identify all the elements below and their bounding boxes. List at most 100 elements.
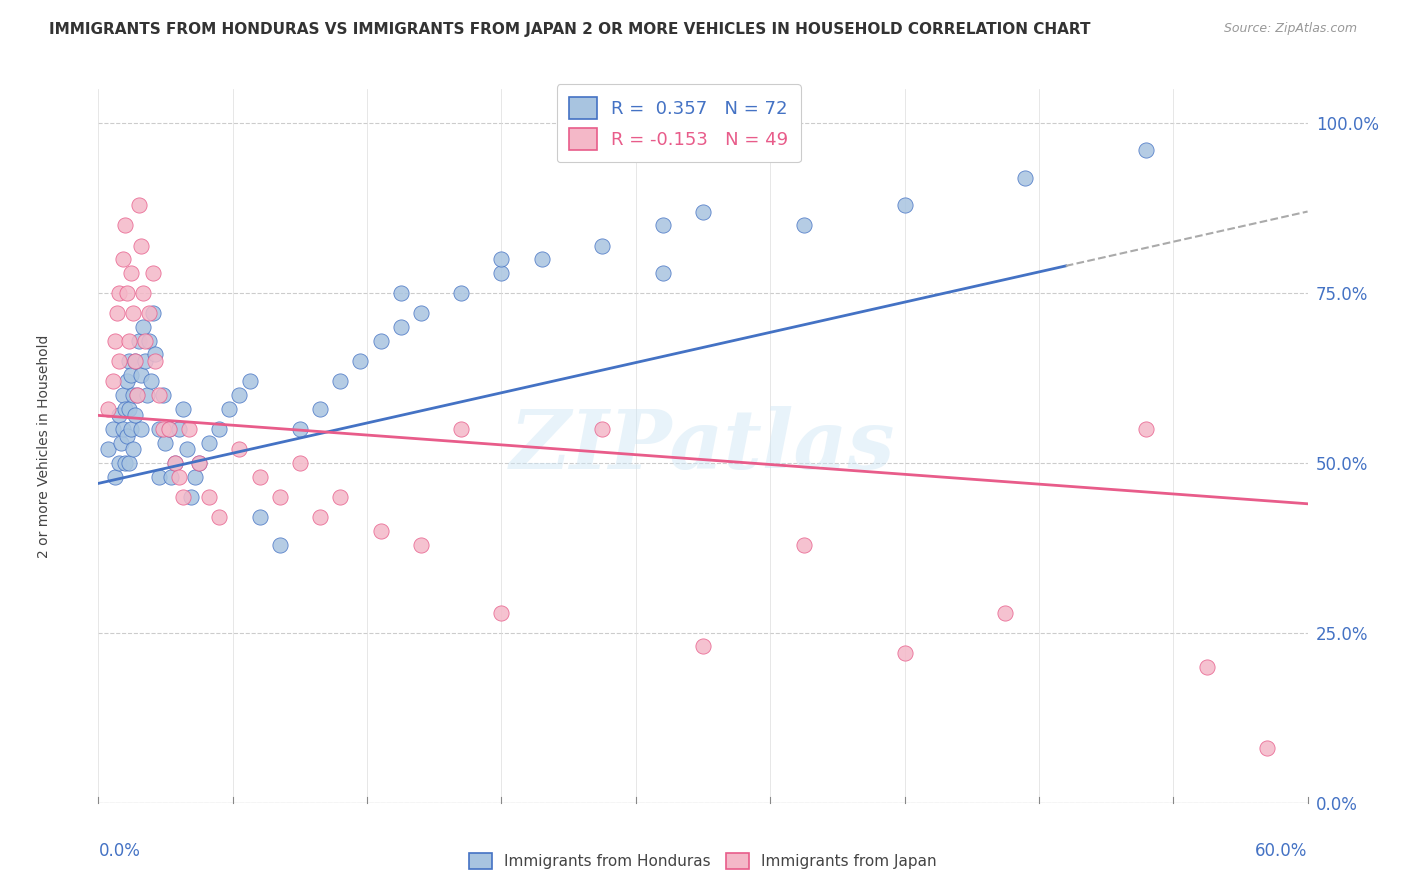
- Point: [370, 334, 392, 348]
- Point: [163, 456, 186, 470]
- Point: [118, 401, 141, 416]
- Point: [491, 252, 513, 266]
- Point: [114, 401, 136, 416]
- Point: [143, 354, 166, 368]
- Point: [103, 334, 125, 348]
- Point: [208, 510, 231, 524]
- Text: 60.0%: 60.0%: [1256, 842, 1308, 860]
- Point: [249, 469, 271, 483]
- Point: [228, 388, 250, 402]
- Point: [389, 320, 412, 334]
- Point: [793, 537, 815, 551]
- Point: [157, 422, 180, 436]
- Point: [97, 401, 120, 416]
- Point: [692, 204, 714, 219]
- Point: [152, 388, 174, 402]
- Point: [491, 266, 513, 280]
- Point: [138, 334, 160, 348]
- Point: [129, 368, 152, 382]
- Point: [110, 435, 132, 450]
- Point: [163, 456, 186, 470]
- Point: [309, 401, 332, 416]
- Point: [651, 218, 673, 232]
- Point: [239, 375, 262, 389]
- Point: [591, 422, 613, 436]
- Point: [107, 286, 129, 301]
- Point: [148, 422, 170, 436]
- Point: [793, 218, 815, 232]
- Point: [121, 442, 143, 457]
- Point: [288, 456, 311, 470]
- Point: [125, 388, 148, 402]
- Point: [218, 401, 240, 416]
- Point: [692, 640, 714, 654]
- Legend: Immigrants from Honduras, Immigrants from Japan: Immigrants from Honduras, Immigrants fro…: [463, 847, 943, 875]
- Point: [370, 524, 392, 538]
- Point: [135, 388, 157, 402]
- Point: [1256, 741, 1278, 756]
- Point: [389, 286, 412, 301]
- Text: IMMIGRANTS FROM HONDURAS VS IMMIGRANTS FROM JAPAN 2 OR MORE VEHICLES IN HOUSEHOL: IMMIGRANTS FROM HONDURAS VS IMMIGRANTS F…: [49, 22, 1091, 37]
- Point: [120, 422, 142, 436]
- Point: [105, 306, 128, 320]
- Point: [491, 606, 513, 620]
- Point: [120, 368, 142, 382]
- Point: [124, 409, 146, 423]
- Point: [309, 510, 332, 524]
- Point: [249, 510, 271, 524]
- Point: [198, 490, 221, 504]
- Point: [188, 456, 211, 470]
- Point: [107, 456, 129, 470]
- Point: [114, 456, 136, 470]
- Text: ZIPatlas: ZIPatlas: [510, 406, 896, 486]
- Point: [172, 401, 194, 416]
- Point: [208, 422, 231, 436]
- Point: [107, 354, 129, 368]
- Point: [124, 354, 146, 368]
- Point: [530, 252, 553, 266]
- Point: [118, 456, 141, 470]
- Point: [1195, 660, 1218, 674]
- Point: [124, 354, 146, 368]
- Point: [176, 442, 198, 457]
- Point: [180, 490, 202, 504]
- Point: [148, 469, 170, 483]
- Point: [129, 422, 152, 436]
- Point: [97, 442, 120, 457]
- Point: [1135, 422, 1157, 436]
- Point: [152, 422, 174, 436]
- Point: [269, 537, 291, 551]
- Point: [198, 435, 221, 450]
- Point: [1014, 170, 1036, 185]
- Point: [349, 354, 371, 368]
- Point: [591, 238, 613, 252]
- Point: [129, 238, 152, 252]
- Point: [128, 198, 150, 212]
- Point: [329, 375, 352, 389]
- Point: [114, 218, 136, 232]
- Point: [409, 306, 432, 320]
- Point: [893, 646, 915, 660]
- Point: [118, 334, 141, 348]
- Point: [134, 354, 156, 368]
- Point: [409, 537, 432, 551]
- Point: [651, 266, 673, 280]
- Point: [115, 429, 138, 443]
- Text: 0.0%: 0.0%: [98, 842, 141, 860]
- Point: [128, 334, 150, 348]
- Point: [142, 306, 165, 320]
- Point: [184, 469, 207, 483]
- Point: [1135, 144, 1157, 158]
- Legend: R =  0.357   N = 72, R = -0.153   N = 49: R = 0.357 N = 72, R = -0.153 N = 49: [557, 84, 801, 162]
- Point: [450, 422, 472, 436]
- Point: [111, 388, 134, 402]
- Point: [120, 266, 142, 280]
- Text: Source: ZipAtlas.com: Source: ZipAtlas.com: [1223, 22, 1357, 36]
- Point: [994, 606, 1017, 620]
- Point: [450, 286, 472, 301]
- Point: [103, 469, 125, 483]
- Point: [893, 198, 915, 212]
- Point: [121, 306, 143, 320]
- Point: [143, 347, 166, 361]
- Point: [139, 375, 162, 389]
